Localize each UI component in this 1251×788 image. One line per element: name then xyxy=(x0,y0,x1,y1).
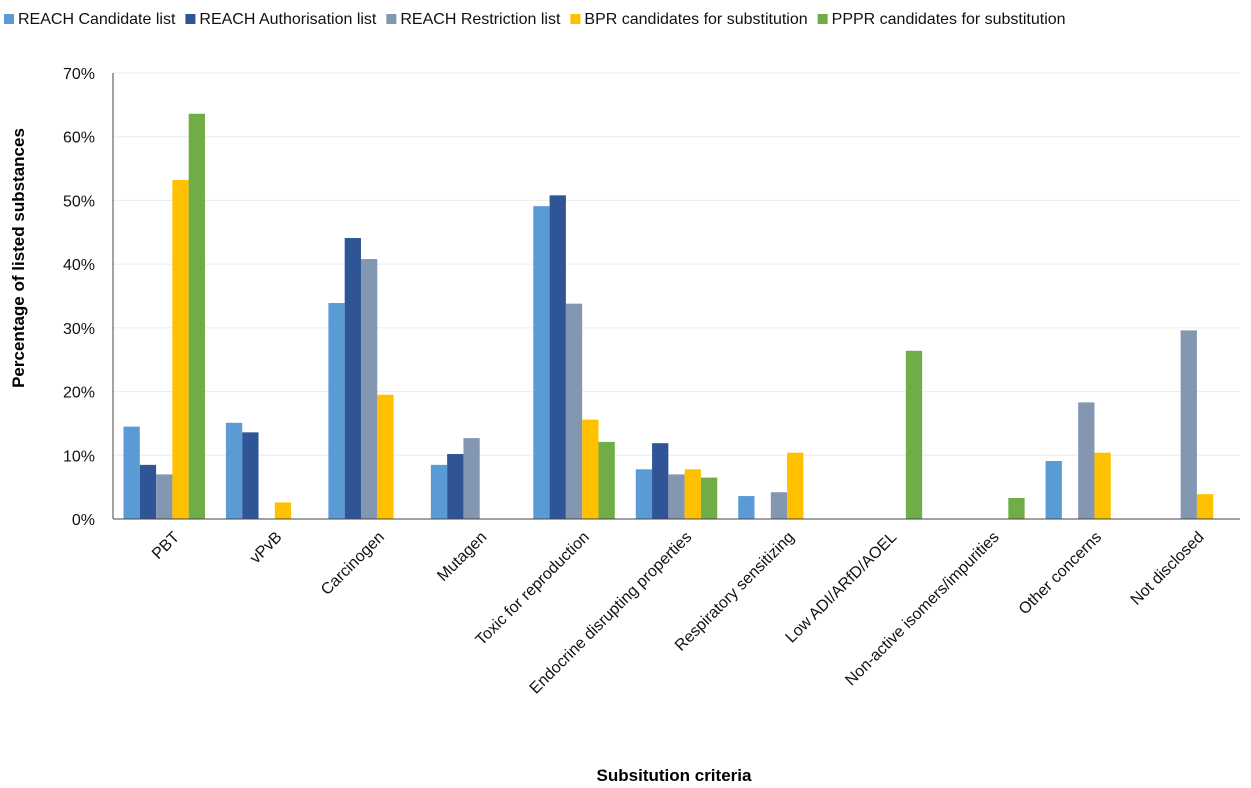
legend-label: REACH Candidate list xyxy=(18,11,176,28)
y-tick-label: 30% xyxy=(63,321,95,338)
bar xyxy=(770,492,788,519)
legend: REACH Candidate list REACH Authorisation … xyxy=(4,11,1066,28)
bar xyxy=(188,113,205,519)
bar xyxy=(463,438,480,519)
bar xyxy=(533,206,550,520)
x-tick-label: PBT xyxy=(149,529,183,563)
bar xyxy=(738,496,755,519)
bar xyxy=(652,443,669,519)
x-tick-label: Mutagen xyxy=(434,529,490,585)
x-tick-label: Carcinogen xyxy=(318,529,388,599)
y-tick-label: 20% xyxy=(63,385,95,402)
x-tick-label: Endocrine disrupting properties xyxy=(527,529,696,698)
bar xyxy=(430,464,448,519)
bar xyxy=(1180,330,1197,519)
bar xyxy=(377,394,394,519)
legend-swatch xyxy=(4,14,14,24)
bar xyxy=(172,180,189,520)
y-tick-label: 60% xyxy=(63,130,95,147)
bar xyxy=(328,303,345,519)
y-axis: 0% 10% 20% 30% 40% 50% 60% 70% xyxy=(63,66,114,529)
bar xyxy=(668,474,685,519)
x-tick-label: Not disclosed xyxy=(1128,529,1208,609)
bar xyxy=(1078,402,1095,519)
bar xyxy=(344,238,361,519)
legend-swatch xyxy=(570,14,581,24)
bar xyxy=(1045,461,1062,519)
legend-swatch xyxy=(817,14,828,24)
gridlines xyxy=(113,72,1240,456)
y-tick-label: 0% xyxy=(72,512,95,529)
bar xyxy=(447,454,464,519)
y-tick-label: 40% xyxy=(63,257,95,274)
legend-label: PPPR candidates for substitution xyxy=(832,11,1066,28)
bar xyxy=(242,432,259,519)
legend-label: BPR candidates for substitution xyxy=(584,11,807,28)
y-axis-title: Percentage of listed substances xyxy=(9,128,28,388)
x-tick-label: vPvB xyxy=(247,529,285,567)
bar xyxy=(1196,494,1214,519)
y-tick-label: 10% xyxy=(63,448,95,465)
bar xyxy=(225,422,243,519)
bar xyxy=(700,477,718,519)
bar xyxy=(139,464,157,519)
x-tick-label: Low ADI/ARfD/AOEL xyxy=(783,529,901,647)
legend-swatch xyxy=(185,14,196,24)
bar xyxy=(156,474,173,519)
bar xyxy=(582,419,599,519)
legend-label: REACH Authorisation list xyxy=(199,11,377,28)
bar xyxy=(905,350,923,519)
bar xyxy=(1094,452,1111,519)
x-tick-label: Respiratory sensitizing xyxy=(672,529,798,655)
y-tick-label: 70% xyxy=(63,66,95,83)
bar xyxy=(684,469,701,519)
bar xyxy=(274,502,292,519)
x-tick-label: Other concerns xyxy=(1016,529,1105,618)
x-tick-label: Toxic for reproduction xyxy=(473,529,593,649)
legend-swatch xyxy=(386,14,397,24)
y-tick-label: 50% xyxy=(63,193,95,210)
bar xyxy=(549,195,566,519)
bar xyxy=(787,452,804,519)
bar xyxy=(565,303,583,519)
bars xyxy=(123,113,1214,520)
bar xyxy=(598,441,615,519)
bar xyxy=(635,469,653,519)
legend-label: REACH Restriction list xyxy=(400,11,561,28)
bar xyxy=(1008,497,1025,519)
bar xyxy=(123,426,140,519)
x-axis-title: Subsitution criteria xyxy=(597,766,752,785)
bar xyxy=(360,259,378,519)
